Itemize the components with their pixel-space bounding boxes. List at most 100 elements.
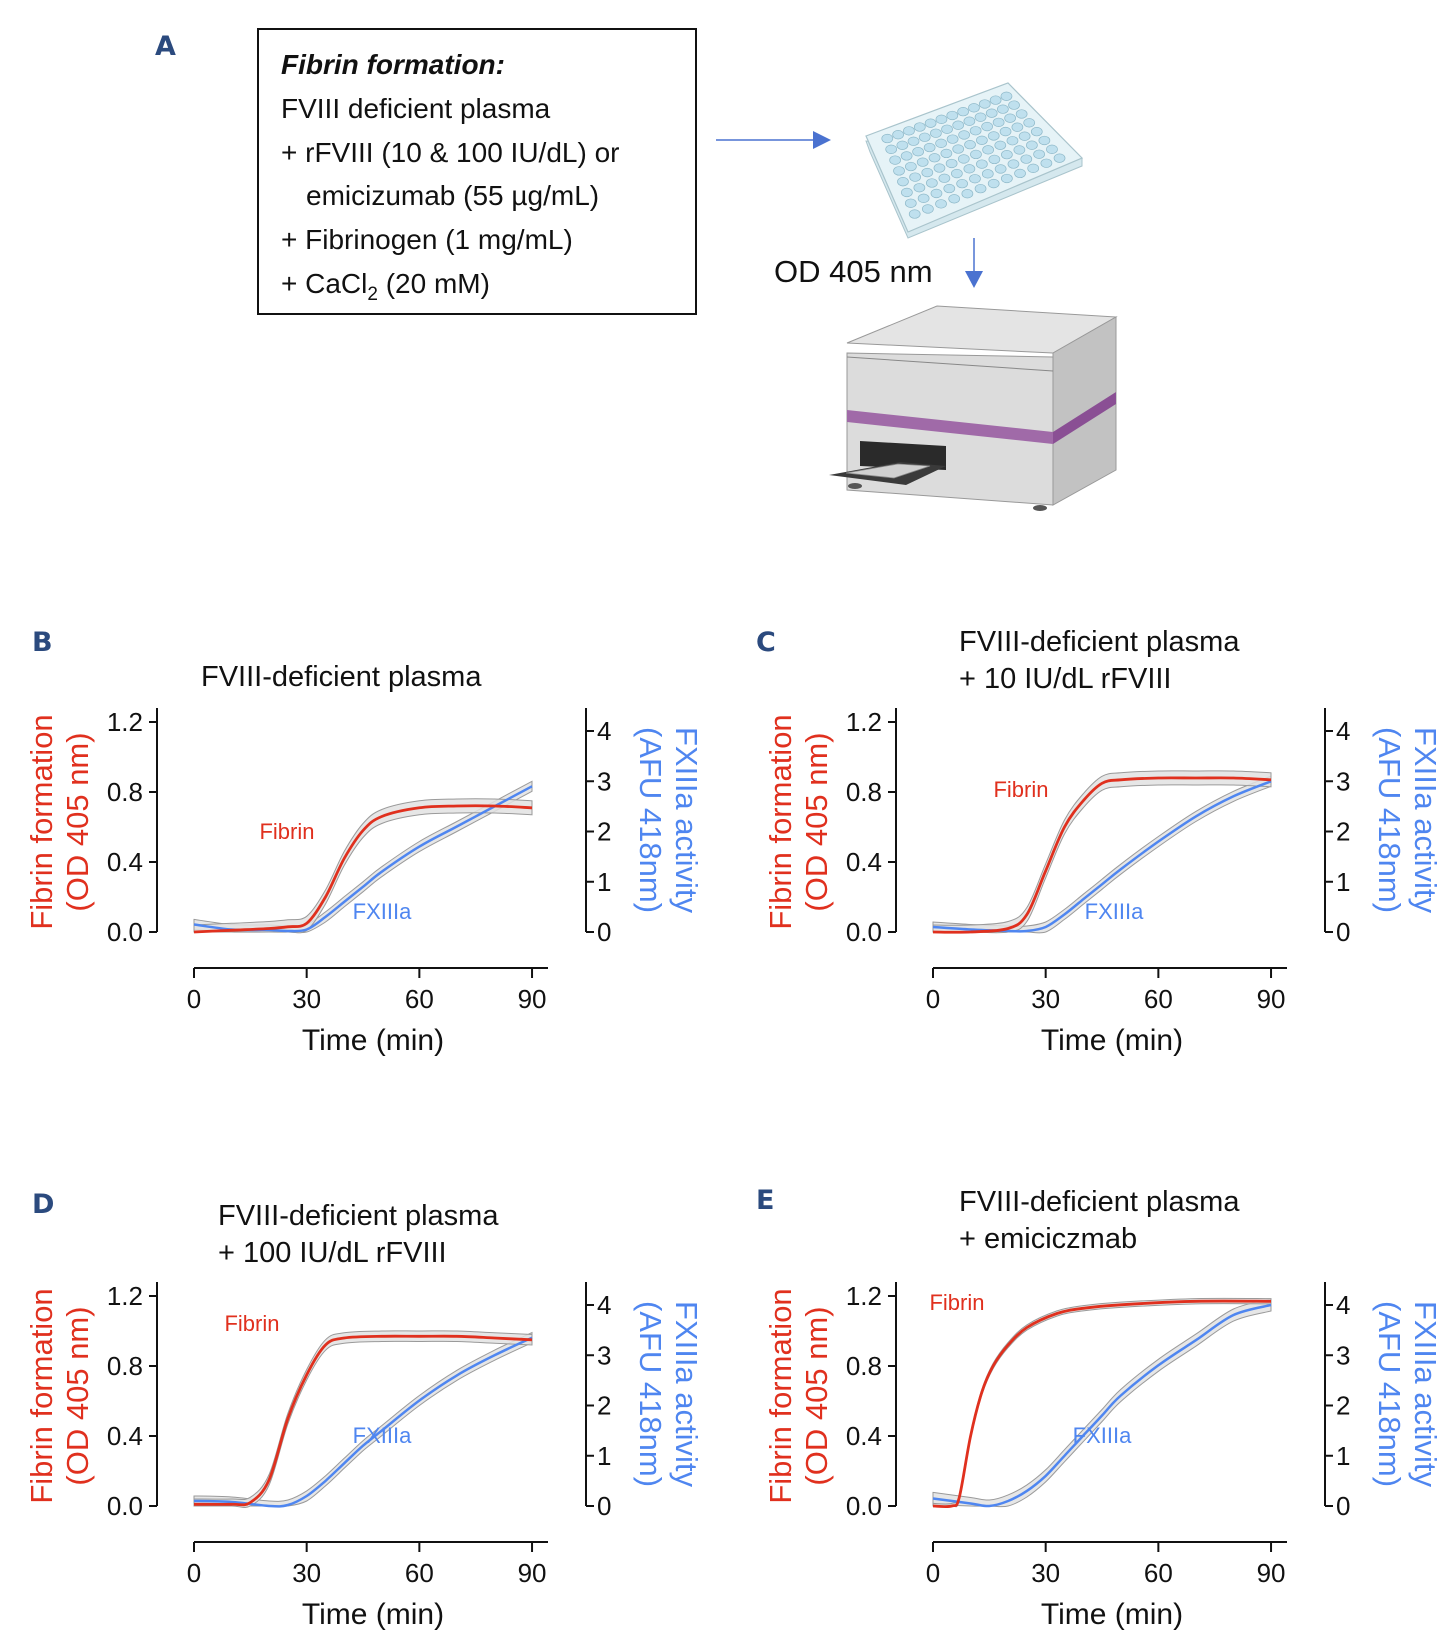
left-axis-label-line: Fibrin formation (763, 1288, 798, 1503)
panel-c: C FVIII-deficient plasma + 10 IU/dL rFVIII… (756, 626, 1443, 1057)
x-tick-label: 30 (1031, 984, 1060, 1014)
well (964, 140, 976, 150)
x-tick-label: 60 (1144, 1558, 1173, 1588)
well (923, 142, 936, 153)
right-axis-label-line: (AFU 418nm) (1372, 727, 1407, 913)
protocol-line: emicizumab (55 µg/mL) (306, 180, 599, 211)
panel-letter: D (32, 1189, 54, 1220)
arrow-right-icon (716, 131, 831, 149)
left-tick-label: 0.4 (107, 847, 143, 877)
fxiiia-curve-label: FXIIIa (1085, 899, 1144, 924)
well (951, 168, 963, 179)
well (935, 138, 947, 148)
well (926, 178, 938, 188)
fibrin-sd-band (932, 1297, 1272, 1508)
x-tick-label: 90 (518, 1558, 547, 1588)
protocol-title: Fibrin formation: (281, 49, 505, 80)
fibrin-line (193, 1334, 533, 1507)
well (946, 110, 959, 121)
well (921, 167, 934, 178)
right-tick-label: 1 (1336, 1441, 1350, 1471)
fibrin-line (932, 776, 1272, 934)
panel-e: E FVIII-deficient plasma + emiciczmab 0.0 0.… (756, 1185, 1443, 1631)
well (958, 130, 970, 140)
left-axis-label: Fibrin formation (OD 405 nm) (24, 714, 95, 929)
fxiiia-line (193, 1336, 533, 1508)
right-axis-label-line: (AFU 418nm) (1372, 1301, 1407, 1487)
fxiiia-line (932, 780, 1272, 933)
left-tick-label: 0.8 (846, 777, 882, 807)
well (893, 166, 905, 176)
well (918, 132, 931, 142)
well (930, 128, 942, 138)
well (900, 151, 913, 161)
left-axis-label-line: (OD 405 nm) (60, 732, 95, 911)
well (928, 153, 941, 163)
x-axis-label: Time (min) (1041, 1598, 1183, 1631)
well (903, 126, 915, 136)
left-tick-label: 0.8 (846, 1351, 882, 1381)
fibrin-line (932, 1299, 1272, 1509)
well (999, 126, 1012, 137)
chart-title: + 10 IU/dL rFVIII (959, 663, 1172, 695)
readout-label: OD 405 nm (774, 254, 933, 289)
well (963, 116, 976, 126)
well (974, 112, 987, 122)
right-tick-label: 2 (1336, 1391, 1350, 1421)
left-tick-label: 0.0 (107, 917, 143, 947)
left-tick-label: 1.2 (846, 707, 882, 737)
x-tick-label: 30 (1031, 1558, 1060, 1588)
x-tick-label: 90 (1257, 984, 1286, 1014)
well (969, 126, 982, 136)
well (1040, 158, 1053, 168)
left-tick-label: 1.2 (107, 707, 143, 737)
right-tick-label: 1 (597, 1441, 611, 1471)
well (1020, 154, 1033, 164)
well (897, 177, 909, 187)
x-tick-label: 30 (292, 984, 321, 1014)
well (935, 199, 947, 209)
fibrin-sd-band (932, 770, 1272, 934)
right-tick-label: 0 (1336, 1491, 1350, 1521)
protocol-line-cacl2: + CaCl2 (20 mM) (281, 268, 490, 305)
right-tick-label: 0 (597, 1491, 611, 1521)
well (908, 209, 921, 219)
well (1001, 173, 1013, 184)
well (938, 173, 951, 183)
left-tick-label: 0.8 (107, 777, 143, 807)
fibrin-curve-label: Fibrin (224, 1311, 279, 1336)
right-axis-label-line: FXIIIa activity (669, 727, 704, 914)
left-axis-label-line: Fibrin formation (763, 714, 798, 929)
well (917, 193, 930, 203)
well (1008, 100, 1020, 110)
well (1011, 122, 1024, 132)
panel-letter: B (32, 627, 53, 658)
well (909, 172, 921, 182)
left-tick-label: 0.8 (107, 1351, 143, 1381)
left-axis-label: Fibrin formation (OD 405 nm) (763, 1288, 834, 1503)
well (957, 106, 969, 117)
well (907, 136, 920, 146)
panel-a: A Fibrin formation: FVIII deficient plas… (155, 28, 1118, 511)
well (945, 158, 958, 169)
left-tick-label: 0.4 (846, 1421, 882, 1451)
x-tick-label: 90 (1257, 1558, 1286, 1588)
right-axis-label-line: (AFU 418nm) (633, 727, 668, 913)
panel-letter: E (756, 1185, 774, 1216)
well (1004, 113, 1016, 123)
well (1001, 150, 1013, 160)
well (970, 149, 982, 160)
left-tick-label: 0.4 (846, 847, 882, 877)
well (896, 140, 909, 150)
x-tick-label: 60 (405, 1558, 434, 1588)
well (981, 169, 994, 179)
left-tick-label: 0.0 (846, 1491, 882, 1521)
well (922, 204, 934, 214)
fibrin-line (193, 804, 533, 934)
microplate-icon (865, 82, 1084, 239)
protocol-line: + rFVIII (10 & 100 IU/dL) or (281, 137, 619, 168)
right-tick-label: 1 (1336, 867, 1350, 897)
well (952, 120, 965, 130)
well (1038, 135, 1051, 146)
